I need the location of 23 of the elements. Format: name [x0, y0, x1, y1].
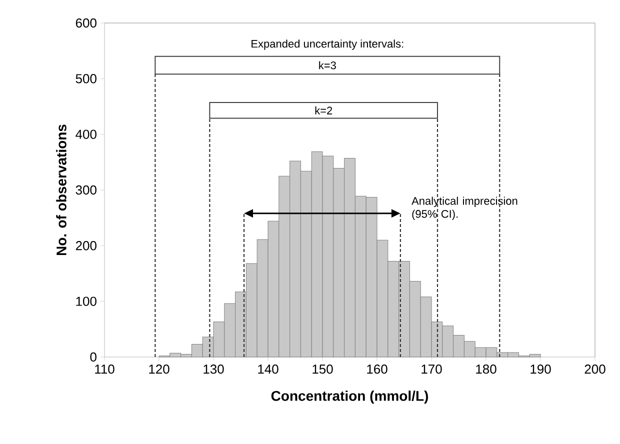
x-tick-label: 170: [422, 364, 442, 374]
x-tick-label: 200: [584, 364, 606, 374]
y-tick-label: 400: [76, 130, 96, 139]
y-tick-label: 100: [76, 296, 96, 306]
y-tick-label: 600: [76, 18, 96, 28]
y-axis-title: No. of observations: [56, 124, 66, 256]
x-tick-label: 130: [204, 364, 224, 374]
x-tick-label: 180: [476, 364, 496, 374]
x-tick-label: 110: [95, 364, 114, 374]
annotation: Expanded uncertainty intervals:: [252, 40, 404, 50]
band-label: k=2: [315, 106, 332, 114]
x-tick-label: 190: [530, 364, 551, 374]
band-label: k=3: [319, 61, 336, 70]
x-tick-label: 140: [258, 364, 278, 374]
y-tick-label: 300: [76, 185, 96, 195]
x-tick-label: 150: [312, 364, 333, 374]
x-axis-title: Concentration (mmol/L): [271, 390, 428, 404]
y-tick-label: 0: [90, 352, 96, 362]
x-tick-label: 120: [149, 364, 170, 374]
annotation: Analytical imprecision (95% CI).: [412, 196, 518, 220]
x-tick-label: 160: [367, 364, 388, 374]
y-tick-label: 200: [76, 241, 96, 250]
y-tick-label: 500: [76, 74, 96, 84]
